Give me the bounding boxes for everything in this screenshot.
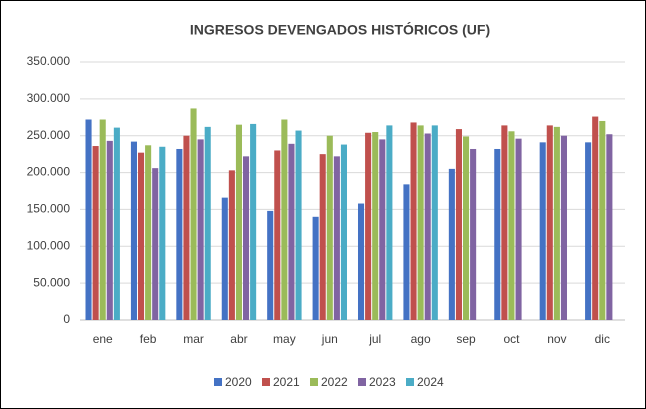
bar xyxy=(204,126,211,321)
bar xyxy=(357,203,365,320)
bar xyxy=(152,168,159,320)
legend-swatch xyxy=(310,378,318,386)
bar xyxy=(599,120,606,320)
x-tick-label: abr xyxy=(230,332,247,346)
y-tick-label: 100.000 xyxy=(27,238,71,252)
bar xyxy=(85,119,92,320)
bar xyxy=(462,136,470,320)
bar xyxy=(585,142,592,320)
x-tick-label: ene xyxy=(93,332,113,346)
bar xyxy=(424,133,431,320)
bar xyxy=(190,108,197,320)
x-tick-label: may xyxy=(273,332,296,346)
bar xyxy=(145,145,152,320)
bar xyxy=(159,146,166,320)
bar xyxy=(340,144,348,320)
legend-swatch xyxy=(214,378,222,386)
legend-label: 2023 xyxy=(369,375,396,389)
x-tick-label: jul xyxy=(368,332,381,346)
chart-title: INGRESOS DEVENGADOS HISTÓRICOS (UF) xyxy=(190,21,490,38)
bar xyxy=(333,156,340,320)
bar xyxy=(197,139,204,320)
bar xyxy=(295,130,302,320)
bar xyxy=(288,143,295,320)
bar xyxy=(281,119,288,320)
bar xyxy=(274,150,281,320)
bar xyxy=(228,170,235,320)
bar xyxy=(560,135,568,320)
bar xyxy=(113,127,120,320)
x-tick-label: jun xyxy=(321,332,338,346)
bar xyxy=(137,152,145,320)
bar xyxy=(312,216,319,320)
bar xyxy=(235,124,243,321)
bar xyxy=(515,138,522,320)
legend-swatch xyxy=(358,378,366,386)
x-tick-label: sep xyxy=(456,332,476,346)
bar xyxy=(403,184,410,320)
legend-swatch xyxy=(406,378,414,386)
bar xyxy=(606,134,613,320)
x-tick-label: oct xyxy=(503,332,520,346)
bar xyxy=(494,148,501,320)
x-tick-label: feb xyxy=(140,332,157,346)
bar xyxy=(410,122,417,321)
bar xyxy=(431,125,438,320)
legend-swatch xyxy=(262,378,270,386)
bar xyxy=(130,141,137,320)
bar xyxy=(546,125,553,320)
bar xyxy=(99,119,106,320)
y-tick-label: 200.000 xyxy=(27,165,71,179)
bar xyxy=(539,142,546,320)
bar xyxy=(372,132,379,320)
legend-label: 2021 xyxy=(273,375,300,389)
bar xyxy=(592,116,599,320)
bar xyxy=(250,123,257,320)
legend-label: 2024 xyxy=(417,375,444,389)
x-tick-label: dic xyxy=(595,332,610,346)
bar xyxy=(553,126,560,321)
bar xyxy=(106,140,113,320)
y-tick-label: 250.000 xyxy=(27,128,71,142)
bar xyxy=(319,154,326,320)
bar xyxy=(176,148,183,320)
bar xyxy=(365,132,372,320)
y-tick-label: 300.000 xyxy=(27,91,71,105)
x-tick-label: ago xyxy=(411,332,431,346)
bar xyxy=(417,125,424,320)
bar xyxy=(92,146,99,320)
y-tick-label: 150.000 xyxy=(27,202,71,216)
bar xyxy=(379,139,386,320)
bar xyxy=(267,210,274,320)
bar xyxy=(326,135,333,320)
x-tick-label: nov xyxy=(547,332,566,346)
bar xyxy=(243,156,250,320)
bar xyxy=(470,148,477,320)
bar xyxy=(386,125,393,320)
legend-label: 2020 xyxy=(225,375,252,389)
legend-label: 2022 xyxy=(321,375,348,389)
bar xyxy=(501,125,508,320)
y-tick-label: 50.000 xyxy=(33,275,70,289)
bar xyxy=(455,129,462,320)
bar xyxy=(183,135,190,320)
x-tick-label: mar xyxy=(183,332,204,346)
bar xyxy=(508,131,515,320)
y-tick-label: 0 xyxy=(63,312,70,326)
y-tick-label: 350.000 xyxy=(27,54,71,68)
bar xyxy=(448,168,455,320)
bar xyxy=(221,197,228,320)
